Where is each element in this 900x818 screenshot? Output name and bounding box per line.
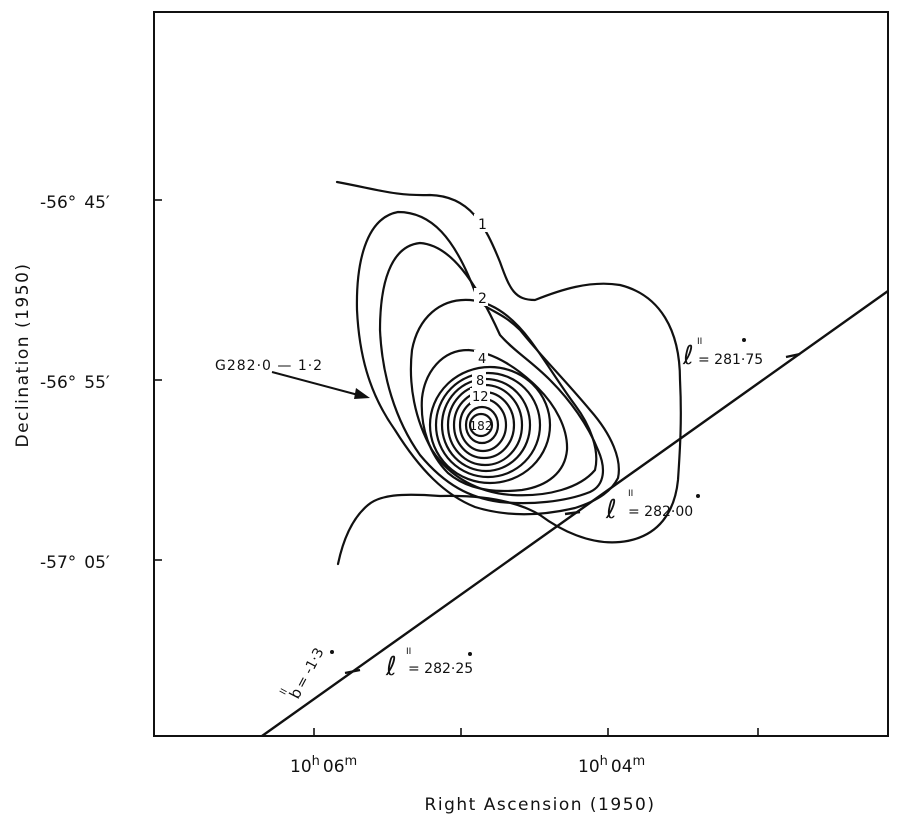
- b-label-dot: [330, 650, 334, 654]
- contour-level-2: [355, 210, 620, 516]
- contour-label-peak: 182: [470, 419, 493, 433]
- contour-level-3: [378, 241, 605, 505]
- svg-text:-56°45′: -56° 45′: [40, 193, 110, 213]
- svg-text:II: II: [628, 489, 633, 499]
- svg-text:-57°05′: -57° 05′: [40, 553, 110, 573]
- l-marker-282-25: [344, 668, 361, 675]
- contour-label-1: 1: [478, 217, 487, 233]
- contour-label-2: 2: [478, 291, 487, 307]
- svg-text:ℓ: ℓ: [385, 652, 397, 682]
- contour-label-12: 12: [472, 390, 489, 405]
- x-tick-label-1: 10h 06m: [290, 754, 357, 777]
- plot-frame: [153, 11, 889, 737]
- y-axis-label: Declination (1950): [13, 262, 33, 447]
- contour-level-5: [420, 348, 569, 493]
- svg-text:= 282·25: = 282·25: [408, 661, 473, 677]
- x-axis-label: Right Ascension (1950): [425, 795, 656, 815]
- svg-text:= 282·00: = 282·00: [628, 504, 693, 520]
- l-marker-281-75: [785, 352, 801, 359]
- svg-text:II: II: [697, 337, 702, 347]
- l-marker-282-00: [564, 510, 581, 516]
- svg-text:II: II: [279, 687, 290, 696]
- svg-text:-56°55′: -56° 55′: [40, 373, 110, 393]
- l-label-282-25: ℓ II = 282·25: [385, 647, 473, 682]
- contour-label-4: 4: [478, 352, 486, 367]
- svg-text:= 281·75: = 281·75: [698, 352, 763, 368]
- y-tick-label-1: -56° 45′: [40, 193, 110, 213]
- l-label-282-00: ℓ II = 282·00: [605, 489, 700, 525]
- source-arrow: [271, 371, 363, 397]
- y-tick-label-3: -57° 05′: [40, 553, 110, 573]
- arrowhead-icon: [354, 388, 370, 399]
- x-tick-label-2: 10h 04m: [578, 754, 645, 777]
- contour-level-1: [335, 180, 682, 566]
- y-tick-label-2: -56° 55′: [40, 373, 110, 393]
- svg-text:= -1·3: = -1·3: [293, 645, 328, 691]
- contour-level-4: [409, 298, 598, 497]
- svg-text:ℓ: ℓ: [682, 341, 694, 371]
- svg-text:II: II: [406, 647, 411, 657]
- svg-text:ℓ: ℓ: [605, 495, 617, 525]
- l-label-281-75: ℓ II = 281·75: [682, 337, 763, 371]
- contour-label-8: 8: [476, 374, 484, 389]
- source-label: G282·0 — 1·2: [215, 358, 323, 374]
